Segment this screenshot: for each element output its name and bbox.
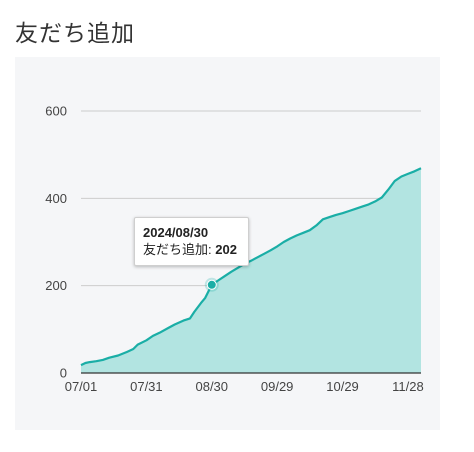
y-axis: 0 200 400 600 [45,104,67,381]
x-axis: 07/01 07/31 08/30 09/29 10/29 11/28 [65,379,424,394]
y-tick-label: 0 [60,366,67,381]
tooltip-value: 202 [215,242,237,257]
page-title: 友だち追加 [15,21,135,47]
tooltip-date: 2024/08/30 [143,225,209,240]
x-tick-label: 08/30 [195,379,228,394]
x-tick-label: 07/31 [130,379,163,394]
x-tick-label: 07/01 [65,379,98,394]
data-point-highlight[interactable] [206,279,217,290]
y-tick-label: 200 [45,278,67,293]
x-tick-label: 10/29 [326,379,359,394]
series-line [80,167,422,367]
x-tick-label: 11/28 [392,379,424,394]
series-area-fill [81,168,421,373]
x-tick-label: 09/29 [261,379,294,394]
tooltip-series-label: 友だち追加 [143,243,209,258]
y-tick-label: 400 [45,191,67,206]
y-tick-label: 600 [45,104,67,119]
chart-tooltip: 2024/08/30 友だち追加: 202 [134,217,249,266]
